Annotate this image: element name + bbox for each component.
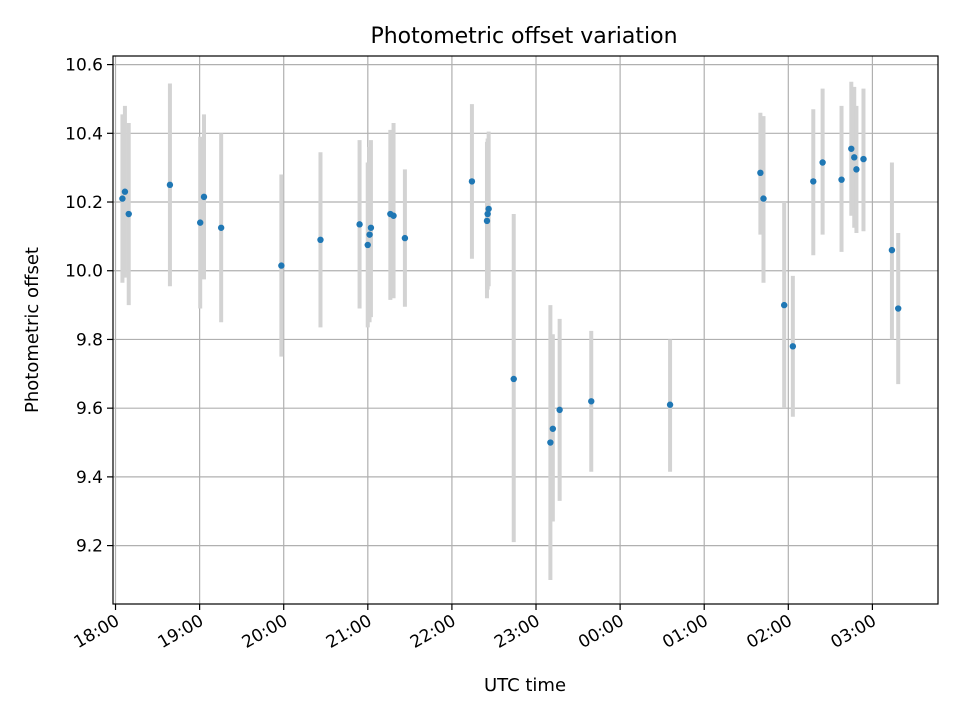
- data-point: [851, 154, 858, 161]
- x-tick-label: 20:00: [239, 611, 291, 653]
- data-point: [356, 221, 363, 228]
- x-tick-label: 23:00: [491, 611, 543, 653]
- data-point: [119, 195, 126, 202]
- data-point: [278, 262, 285, 269]
- y-tick-label: 10.4: [65, 124, 103, 144]
- data-point: [390, 212, 397, 219]
- data-point: [367, 224, 375, 231]
- data-point: [468, 178, 476, 185]
- data-point: [125, 210, 132, 218]
- x-axis-label: UTC time: [484, 675, 566, 696]
- data-point: [484, 210, 491, 218]
- errorbar-layer: [120, 81, 901, 580]
- data-point: [485, 205, 492, 213]
- data-point: [166, 181, 174, 189]
- data-point: [666, 401, 674, 408]
- data-point: [121, 188, 129, 195]
- point-layer: [119, 145, 902, 446]
- data-point: [556, 406, 563, 414]
- data-point: [401, 234, 409, 242]
- y-tick-label: 9.2: [76, 537, 103, 557]
- y-tick-label: 9.4: [76, 468, 103, 488]
- grid-layer: [113, 56, 938, 604]
- y-tick-label: 10.6: [65, 56, 103, 76]
- data-point: [819, 159, 826, 166]
- data-point: [588, 398, 595, 405]
- y-tick-label: 10.2: [65, 193, 103, 213]
- y-axis-label: Photometric offset: [22, 247, 43, 413]
- chart-title: Photometric offset variation: [370, 24, 677, 49]
- x-tick-label: 19:00: [155, 611, 207, 653]
- data-point: [895, 305, 902, 312]
- y-tick-label: 10.0: [65, 262, 103, 282]
- data-point: [197, 219, 204, 226]
- x-tick-label: 18:00: [71, 611, 123, 653]
- data-point: [853, 166, 860, 173]
- data-point: [483, 217, 491, 225]
- x-tick-label: 03:00: [827, 611, 879, 653]
- x-tick-label: 22:00: [407, 611, 459, 653]
- data-point: [860, 155, 867, 163]
- data-point: [838, 176, 845, 183]
- data-point: [217, 224, 225, 231]
- data-point: [510, 375, 517, 383]
- data-point: [200, 193, 208, 201]
- data-point: [547, 439, 554, 446]
- data-point: [364, 241, 371, 249]
- data-point: [549, 425, 557, 432]
- data-point: [760, 195, 767, 202]
- data-point: [317, 236, 324, 244]
- data-point: [810, 178, 817, 185]
- data-point: [888, 246, 896, 254]
- x-tick-label: 00:00: [575, 611, 627, 653]
- y-tick-label: 9.8: [76, 330, 103, 350]
- data-point: [366, 231, 373, 238]
- data-point: [848, 145, 855, 152]
- plot-frame: [112, 55, 939, 605]
- x-tick-label: 02:00: [743, 611, 795, 653]
- data-point: [780, 301, 788, 309]
- data-point: [757, 169, 764, 177]
- data-point: [789, 343, 797, 350]
- y-tick-label: 9.6: [76, 399, 103, 419]
- x-tick-label: 01:00: [659, 611, 711, 653]
- x-tick-label: 21:00: [323, 611, 375, 653]
